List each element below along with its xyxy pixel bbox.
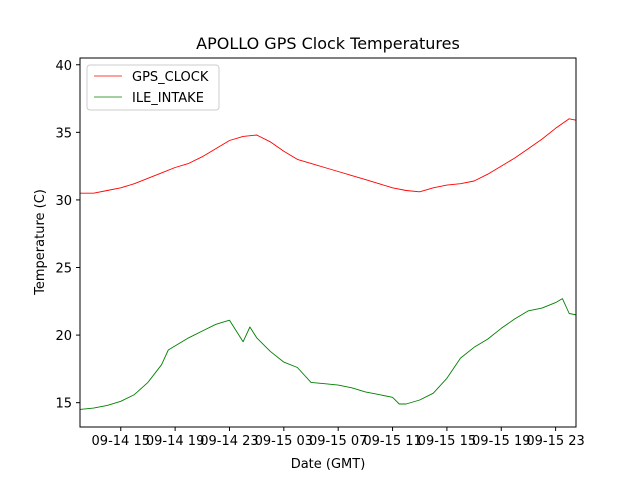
x-tick-label: 09-14 19 — [146, 434, 204, 449]
y-tick-label: 40 — [55, 59, 72, 74]
series-layer — [79, 118, 577, 410]
y-tick-label: 30 — [55, 194, 72, 209]
x-tick-label: 09-14 15 — [92, 434, 150, 449]
plot-frame — [79, 57, 577, 428]
x-tick-label: 09-15 11 — [363, 434, 421, 449]
y-axis: 15 20 25 30 35 40 — [55, 59, 80, 412]
plot-area — [80, 58, 576, 427]
legend: GPS_CLOCK ILE_INTAKE — [86, 64, 220, 111]
y-tick-label: 35 — [55, 126, 72, 141]
y-axis-label: Temperature (C) — [33, 189, 48, 296]
y-tick-label: 25 — [55, 262, 72, 277]
legend-label-gps-clock: GPS_CLOCK — [132, 70, 209, 85]
x-tick-label: 09-15 15 — [418, 434, 476, 449]
chart-title: APOLLO GPS Clock Temperatures — [196, 34, 460, 53]
x-tick-label: 09-14 23 — [200, 434, 258, 449]
y-tick-label: 15 — [55, 397, 72, 412]
x-tick-label: 09-15 07 — [309, 434, 367, 449]
x-tick-label: 09-15 23 — [526, 434, 584, 449]
series-line-gps-clock — [80, 118, 577, 194]
series-line-ile-intake — [79, 298, 577, 410]
legend-label-ile-intake: ILE_INTAKE — [132, 91, 204, 106]
x-tick-label: 09-15 19 — [472, 434, 530, 449]
y-tick-label: 20 — [55, 329, 72, 344]
x-axis-label: Date (GMT) — [291, 457, 366, 472]
x-tick-label: 09-15 03 — [255, 434, 313, 449]
